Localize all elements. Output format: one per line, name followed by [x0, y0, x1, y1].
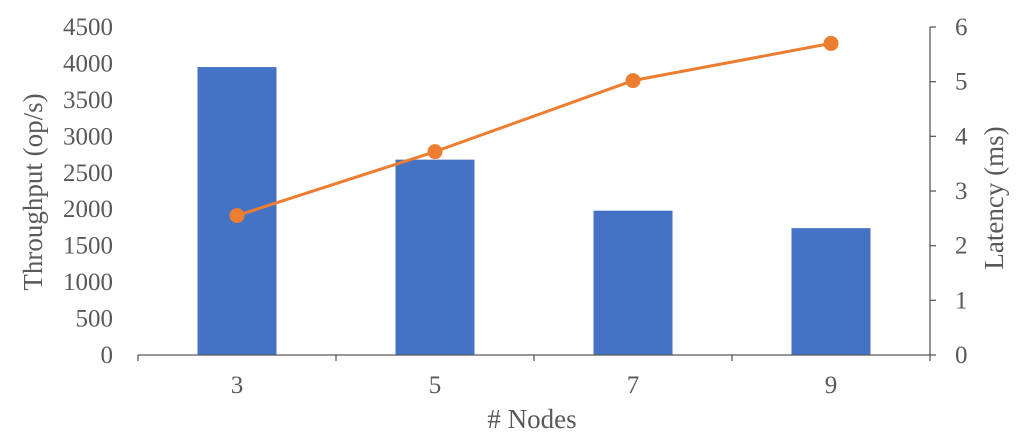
right-tick-label: 5: [955, 69, 968, 96]
left-tick-label: 0: [101, 342, 114, 369]
left-tick-label: 2500: [63, 160, 113, 187]
x-axis-ticks: 3 5 7 9: [137, 355, 931, 399]
left-axis-ticks: 0 500 1000 1500 2000 2500 3000 3500 4000 4500: [63, 14, 113, 369]
bar-series-throughput: [197, 67, 871, 355]
bar-throughput-7: [593, 210, 673, 355]
left-tick-label: 3500: [63, 87, 113, 114]
left-tick-label: 1500: [63, 233, 113, 260]
latency-line: [236, 41, 832, 218]
point-latency-3: [229, 208, 245, 224]
bar-throughput-5: [395, 159, 475, 355]
left-tick-label: 4500: [63, 14, 113, 41]
left-tick-label: 4000: [63, 50, 113, 77]
point-latency-9: [823, 35, 839, 51]
line-series-latency: [229, 35, 839, 224]
point-latency-7: [625, 73, 641, 89]
bar-throughput-9: [791, 228, 871, 355]
right-tick-label: 0: [955, 342, 968, 369]
right-tick-label: 6: [955, 14, 968, 41]
right-axis-title: Latency (ms): [979, 126, 1009, 269]
right-tick-label: 3: [955, 178, 968, 205]
point-latency-5: [427, 144, 443, 160]
left-tick-label: 1000: [63, 269, 113, 296]
right-tick-label: 2: [955, 233, 968, 260]
x-tick-label: 5: [429, 372, 442, 399]
right-axis-ticks: 0 1 2 3 4 5 6: [930, 14, 968, 369]
x-axis-title: # Nodes: [487, 404, 576, 434]
x-tick-label: 7: [627, 372, 640, 399]
right-tick-label: 4: [955, 123, 968, 150]
left-axis-title: Throughput (op/s): [18, 93, 48, 290]
right-tick-label: 1: [955, 287, 968, 314]
x-tick-label: 3: [231, 372, 244, 399]
x-tick-label: 9: [825, 372, 838, 399]
left-tick-label: 500: [76, 306, 114, 333]
left-tick-label: 3000: [63, 123, 113, 150]
left-tick-label: 2000: [63, 196, 113, 223]
